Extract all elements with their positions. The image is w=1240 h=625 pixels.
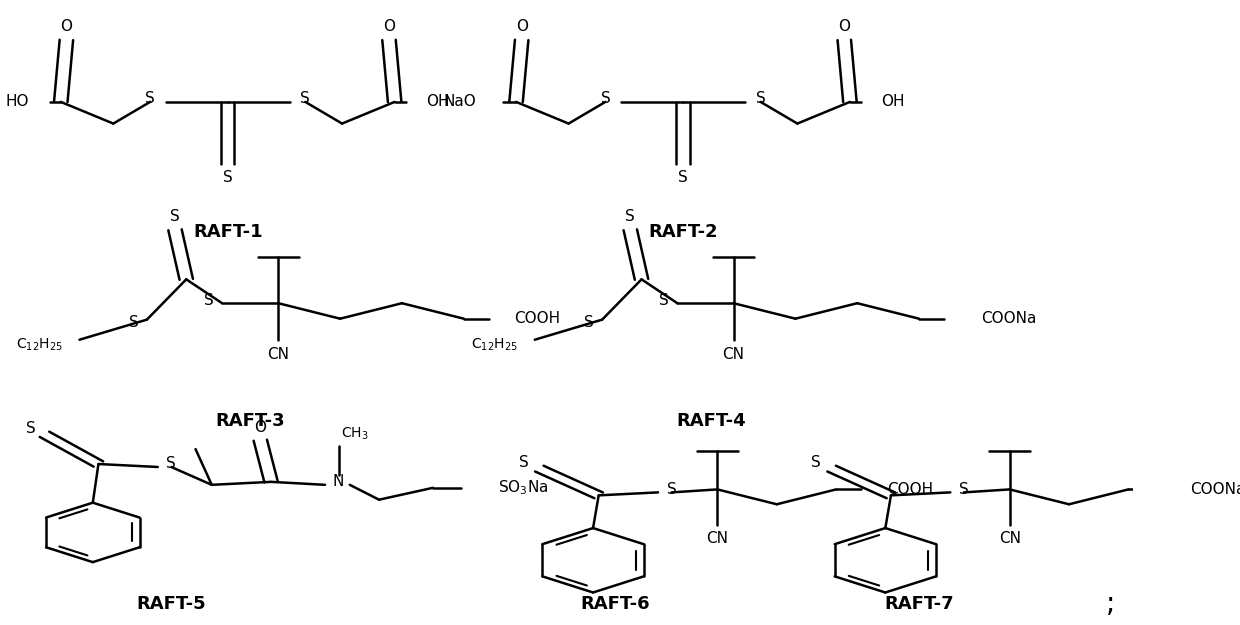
- Text: S: S: [300, 91, 310, 106]
- Text: COOH: COOH: [515, 311, 560, 326]
- Text: OH: OH: [427, 94, 450, 109]
- Text: S: S: [625, 209, 635, 224]
- Text: S: S: [600, 91, 610, 106]
- Text: RAFT-1: RAFT-1: [193, 223, 263, 241]
- Text: RAFT-5: RAFT-5: [136, 594, 206, 612]
- Text: HO: HO: [6, 94, 30, 109]
- Text: S: S: [678, 170, 688, 185]
- Text: S: S: [223, 170, 233, 185]
- Text: S: S: [584, 315, 594, 330]
- Text: S: S: [755, 91, 765, 106]
- Text: S: S: [26, 421, 36, 436]
- Text: S: S: [518, 455, 528, 470]
- Text: S: S: [658, 292, 668, 308]
- Text: S: S: [166, 456, 176, 471]
- Text: COONa: COONa: [981, 311, 1037, 326]
- Text: CN: CN: [707, 531, 728, 546]
- Text: RAFT-4: RAFT-4: [676, 412, 746, 430]
- Text: S: S: [667, 482, 676, 497]
- Text: ;: ;: [1106, 589, 1115, 618]
- Text: S: S: [145, 91, 155, 106]
- Text: N: N: [332, 474, 345, 489]
- Text: COOH: COOH: [887, 482, 932, 497]
- Text: O: O: [516, 19, 528, 34]
- Text: S: S: [203, 292, 213, 308]
- Text: RAFT-3: RAFT-3: [216, 412, 285, 430]
- Text: NaO: NaO: [444, 94, 476, 109]
- Text: CN: CN: [998, 531, 1021, 546]
- Text: OH: OH: [882, 94, 905, 109]
- Text: O: O: [838, 19, 851, 34]
- Text: C$_{12}$H$_{25}$: C$_{12}$H$_{25}$: [471, 336, 518, 352]
- Text: COONa: COONa: [1190, 482, 1240, 497]
- Text: CN: CN: [723, 346, 744, 361]
- Text: O: O: [254, 421, 267, 436]
- Text: S: S: [170, 209, 180, 224]
- Text: S: S: [811, 455, 821, 470]
- Text: RAFT-7: RAFT-7: [884, 594, 954, 612]
- Text: S: S: [129, 315, 139, 330]
- Text: CH$_3$: CH$_3$: [341, 426, 368, 442]
- Text: S: S: [959, 482, 968, 497]
- Text: CN: CN: [268, 346, 289, 361]
- Text: SO$_3$Na: SO$_3$Na: [498, 479, 548, 497]
- Text: O: O: [61, 19, 72, 34]
- Text: O: O: [383, 19, 396, 34]
- Text: C$_{12}$H$_{25}$: C$_{12}$H$_{25}$: [16, 336, 62, 352]
- Text: RAFT-2: RAFT-2: [649, 223, 718, 241]
- Text: RAFT-6: RAFT-6: [580, 594, 650, 612]
